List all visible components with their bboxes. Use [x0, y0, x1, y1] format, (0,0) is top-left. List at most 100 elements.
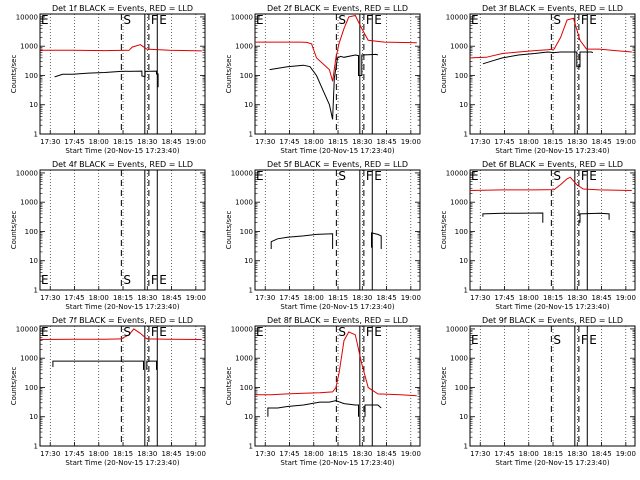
y-tick-label: 1: [34, 287, 38, 295]
panel-title: Det 5f BLACK = Events, RED = LLD: [267, 160, 408, 169]
flag-label-e: E: [471, 333, 479, 347]
flag-label-f: F: [581, 13, 588, 27]
plot-frame: [254, 325, 421, 447]
y-tick-label: 1: [464, 287, 468, 295]
y-tick-label: 1: [34, 443, 38, 451]
y-tick-label: 1: [34, 131, 38, 139]
flag-label-s: S: [553, 169, 561, 183]
plot-frame: [254, 169, 421, 291]
y-tick-label: 10000: [231, 169, 253, 177]
y-tick-label: 10: [459, 257, 468, 265]
flag-label-e: E: [41, 13, 49, 27]
flag-label-s: S: [123, 13, 131, 27]
plot-frame: [469, 169, 636, 291]
x-axis-label: Start Time (20-Nov-15 17:23:40): [495, 147, 609, 155]
events-series-line: [482, 51, 594, 68]
x-tick-label: 18:00: [89, 138, 109, 146]
flag-label-e: E: [589, 13, 597, 27]
x-tick-label: 17:45: [64, 138, 84, 146]
y-tick-label: 1000: [235, 43, 253, 51]
y-axis-label: Counts/sec: [10, 55, 18, 94]
x-tick-label: 18:30: [567, 138, 587, 146]
panel-det-7f: Det 7f BLACK = Events, RED = LLD 17:30 17:…: [10, 316, 206, 467]
flag-label-f: F: [151, 13, 158, 27]
lld-series-line: [255, 14, 417, 82]
plot-frame: [469, 13, 636, 135]
x-tick-label: 18:45: [591, 138, 611, 146]
x-tick-label: 17:30: [470, 138, 490, 146]
x-tick-label: 19:00: [186, 450, 206, 458]
y-tick-label: 10000: [446, 169, 468, 177]
y-tick-label: 1: [249, 131, 253, 139]
x-tick-label: 18:00: [304, 138, 324, 146]
x-tick-label: 18:15: [328, 138, 348, 146]
x-tick-label: 19:00: [186, 138, 206, 146]
flag-label-f: F: [151, 273, 158, 287]
x-axis-label: Start Time (20-Nov-15 17:23:40): [495, 303, 609, 311]
x-tick-label: 18:45: [161, 294, 181, 302]
flag-label-s: S: [338, 13, 346, 27]
x-tick-label: 18:45: [376, 450, 396, 458]
y-tick-label: 10: [29, 101, 38, 109]
plot-frame: [469, 325, 636, 447]
flag-label-e: E: [159, 13, 167, 27]
events-series-line: [269, 53, 379, 120]
y-tick-label: 10000: [16, 169, 38, 177]
x-tick-label: 18:30: [567, 294, 587, 302]
flag-label-f: F: [581, 169, 588, 183]
panel-det-9f: Det 9f BLACK = Events, RED = LLD 17:30 17:…: [440, 316, 636, 467]
flag-label-e: E: [471, 169, 479, 183]
y-tick-label: 100: [455, 228, 468, 236]
y-tick-label: 10000: [16, 13, 38, 21]
y-tick-label: 100: [240, 228, 253, 236]
flag-label-e: E: [41, 273, 49, 287]
x-axis-label: Start Time (20-Nov-15 17:23:40): [65, 303, 179, 311]
y-axis-label: Counts/sec: [10, 367, 18, 406]
y-tick-label: 1000: [235, 355, 253, 363]
y-tick-label: 100: [25, 228, 38, 236]
plot-frame: [39, 13, 206, 135]
panel-title: Det 8f BLACK = Events, RED = LLD: [267, 316, 408, 325]
x-tick-label: 18:30: [352, 450, 372, 458]
y-tick-label: 100: [455, 72, 468, 80]
y-tick-label: 1000: [235, 199, 253, 207]
lld-series-line: [40, 44, 202, 52]
x-tick-label: 18:15: [113, 450, 133, 458]
y-tick-label: 1000: [450, 43, 468, 51]
y-tick-label: 10: [459, 101, 468, 109]
y-tick-label: 1: [464, 443, 468, 451]
x-tick-label: 18:15: [543, 450, 563, 458]
x-axis-label: Start Time (20-Nov-15 17:23:40): [65, 147, 179, 155]
x-tick-label: 18:45: [161, 450, 181, 458]
x-tick-label: 19:00: [616, 138, 636, 146]
x-tick-label: 18:30: [137, 294, 157, 302]
x-tick-label: 18:30: [352, 294, 372, 302]
flag-label-e: E: [41, 325, 49, 339]
y-axis-label: Counts/sec: [440, 55, 448, 94]
y-tick-label: 10: [29, 257, 38, 265]
x-tick-label: 17:30: [470, 450, 490, 458]
x-tick-label: 18:00: [304, 450, 324, 458]
flag-label-s: S: [123, 273, 131, 287]
x-tick-label: 17:30: [40, 294, 60, 302]
flag-label-s: S: [338, 169, 346, 183]
x-tick-label: 17:30: [40, 450, 60, 458]
y-tick-label: 10: [244, 101, 253, 109]
y-tick-label: 10: [459, 413, 468, 421]
y-tick-label: 10: [244, 257, 253, 265]
flag-label-s: S: [123, 325, 131, 339]
panel-det-8f: Det 8f BLACK = Events, RED = LLD 17:30 17:…: [225, 316, 421, 467]
x-tick-label: 18:00: [89, 294, 109, 302]
lld-series-line: [39, 328, 202, 340]
x-tick-label: 17:45: [279, 294, 299, 302]
x-tick-label: 19:00: [616, 294, 636, 302]
flag-label-s: S: [553, 333, 561, 347]
x-tick-label: 18:00: [89, 450, 109, 458]
y-tick-label: 100: [25, 72, 38, 80]
x-tick-label: 18:30: [137, 450, 157, 458]
y-axis-label: Counts/sec: [225, 367, 233, 406]
y-tick-label: 100: [455, 384, 468, 392]
x-tick-label: 17:30: [40, 138, 60, 146]
y-tick-label: 1000: [20, 199, 38, 207]
flag-label-e: E: [471, 13, 479, 27]
